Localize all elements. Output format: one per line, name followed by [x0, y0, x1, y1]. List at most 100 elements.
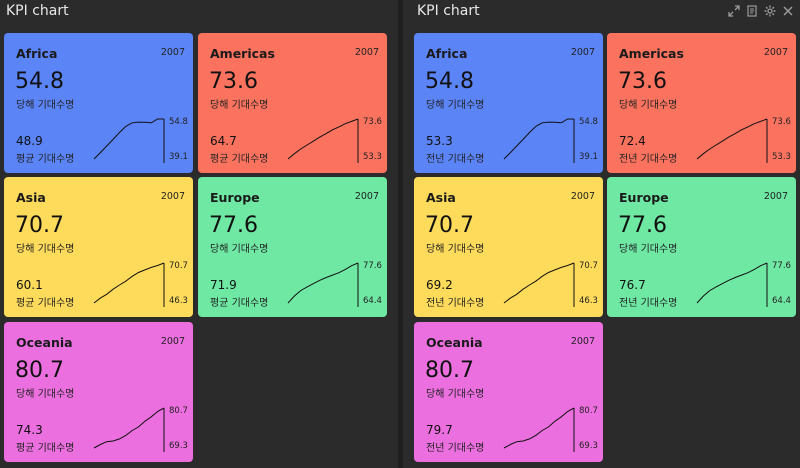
card-year: 2007: [763, 47, 788, 58]
card-year: 2007: [570, 191, 595, 202]
kpi-card-asia[interactable]: Asia 2007 70.7 당해 기대수명 60.1 평균 기대수명 70.7 46.3: [4, 177, 193, 317]
sparkline: [93, 262, 165, 307]
card-name: Asia: [426, 190, 456, 205]
kpi-value-label: 당해 기대수명: [426, 389, 485, 400]
kpi-value-label: 당해 기대수명: [16, 244, 75, 255]
kpi-value: 80.7: [15, 358, 64, 383]
sparkline-max-label: 77.6: [772, 261, 791, 271]
sparkline: [93, 118, 165, 163]
sparkline-series: [287, 118, 359, 160]
kpi-value: 54.8: [15, 69, 64, 94]
card-year: 2007: [354, 191, 379, 202]
sparkline-series: [93, 262, 165, 304]
panel-title: KPI chart: [417, 3, 480, 19]
kpi-value: 54.8: [425, 69, 474, 94]
card-name: Asia: [16, 190, 46, 205]
card-year: 2007: [160, 47, 185, 58]
card-name: Americas: [210, 46, 275, 61]
card-name: Europe: [619, 190, 669, 205]
panel-title: KPI chart: [6, 3, 69, 19]
reference-label: 전년 기대수명: [619, 154, 678, 165]
kpi-value: 70.7: [15, 213, 64, 238]
kpi-card-europe[interactable]: Europe 2007 77.6 당해 기대수명 71.9 평균 기대수명 77.6 64.4: [198, 177, 387, 317]
reference-label: 전년 기대수명: [426, 443, 485, 454]
reference-label: 평균 기대수명: [16, 298, 75, 309]
sparkline-min-label: 53.3: [363, 152, 382, 162]
reference-value: 69.2: [426, 278, 453, 292]
sparkline-min-label: 64.4: [772, 296, 791, 306]
kpi-value: 73.6: [618, 69, 667, 94]
sparkline-max-label: 80.7: [169, 406, 188, 416]
sparkline: [287, 118, 359, 163]
kpi-value-label: 당해 기대수명: [210, 100, 269, 111]
kpi-card-africa[interactable]: Africa 2007 54.8 당해 기대수명 48.9 평균 기대수명 54.8 39.1: [4, 33, 193, 173]
reference-value: 53.3: [426, 134, 453, 148]
sparkline-min-label: 69.3: [579, 441, 598, 451]
kpi-card-europe[interactable]: Europe 2007 77.6 당해 기대수명 76.7 전년 기대수명 77.6 64.4: [607, 177, 796, 317]
reference-label: 평균 기대수명: [210, 298, 269, 309]
sparkline-series: [503, 407, 575, 449]
card-year: 2007: [160, 336, 185, 347]
sparkline: [503, 262, 575, 307]
card-name: Americas: [619, 46, 684, 61]
card-year: 2007: [354, 47, 379, 58]
sparkline-series: [93, 118, 164, 160]
kpi-panel-left: KPI chart Africa 2007 54.8 당해 기대수명 48.9 평균 기대…: [0, 0, 398, 468]
reference-value: 64.7: [210, 134, 237, 148]
sparkline-series: [503, 262, 575, 304]
kpi-card-asia[interactable]: Asia 2007 70.7 당해 기대수명 69.2 전년 기대수명 70.7 46.3: [414, 177, 603, 317]
close-icon[interactable]: [782, 5, 794, 17]
reference-value: 79.7: [426, 423, 453, 437]
sparkline-min-label: 39.1: [169, 152, 188, 162]
sparkline-min-label: 46.3: [169, 296, 188, 306]
kpi-value-label: 당해 기대수명: [16, 389, 75, 400]
reference-label: 전년 기대수명: [426, 154, 485, 165]
sparkline: [696, 118, 768, 163]
sparkline: [93, 407, 165, 452]
kpi-value-label: 당해 기대수명: [426, 100, 485, 111]
kpi-card-americas[interactable]: Americas 2007 73.6 당해 기대수명 72.4 전년 기대수명 73.6 53…: [607, 33, 796, 173]
card-year: 2007: [763, 191, 788, 202]
kpi-value-label: 당해 기대수명: [619, 244, 678, 255]
reference-label: 전년 기대수명: [426, 298, 485, 309]
panel-toolbar: [728, 5, 794, 17]
sparkline-max-label: 80.7: [579, 406, 598, 416]
kpi-value-label: 당해 기대수명: [619, 100, 678, 111]
sparkline-max-label: 54.8: [579, 117, 598, 127]
card-year: 2007: [570, 336, 595, 347]
kpi-value: 73.6: [209, 69, 258, 94]
sparkline-min-label: 64.4: [363, 296, 382, 306]
sparkline-max-label: 73.6: [772, 117, 791, 127]
sparkline: [287, 262, 359, 307]
sparkline-max-label: 77.6: [363, 261, 382, 271]
reference-label: 평균 기대수명: [16, 154, 75, 165]
card-name: Oceania: [426, 335, 483, 350]
reference-label: 평균 기대수명: [16, 443, 75, 454]
sparkline-series: [93, 407, 165, 449]
kpi-card-oceania[interactable]: Oceania 2007 80.7 당해 기대수명 79.7 전년 기대수명 80.7 69.…: [414, 322, 603, 462]
reference-value: 72.4: [619, 134, 646, 148]
reference-value: 48.9: [16, 134, 43, 148]
reference-label: 전년 기대수명: [619, 298, 678, 309]
kpi-card-oceania[interactable]: Oceania 2007 80.7 당해 기대수명 74.3 평균 기대수명 80.7 69.…: [4, 322, 193, 462]
sparkline: [503, 118, 575, 163]
card-name: Africa: [16, 46, 58, 61]
reference-label: 평균 기대수명: [210, 154, 269, 165]
kpi-value: 77.6: [618, 213, 667, 238]
kpi-value-label: 당해 기대수명: [210, 244, 269, 255]
card-name: Europe: [210, 190, 260, 205]
reference-value: 76.7: [619, 278, 646, 292]
settings-icon[interactable]: [764, 5, 776, 17]
kpi-value-label: 당해 기대수명: [16, 100, 75, 111]
panel-divider[interactable]: [398, 0, 403, 468]
kpi-card-africa[interactable]: Africa 2007 54.8 당해 기대수명 53.3 전년 기대수명 54.8 39.1: [414, 33, 603, 173]
kpi-card-americas[interactable]: Americas 2007 73.6 당해 기대수명 64.7 평균 기대수명 73.6 53…: [198, 33, 387, 173]
expand-icon[interactable]: [728, 5, 740, 17]
sparkline-max-label: 70.7: [579, 261, 598, 271]
data-icon[interactable]: [746, 5, 758, 17]
reference-value: 71.9: [210, 278, 237, 292]
kpi-value: 80.7: [425, 358, 474, 383]
kpi-value: 77.6: [209, 213, 258, 238]
sparkline-series: [696, 262, 768, 304]
sparkline-series: [287, 262, 359, 304]
